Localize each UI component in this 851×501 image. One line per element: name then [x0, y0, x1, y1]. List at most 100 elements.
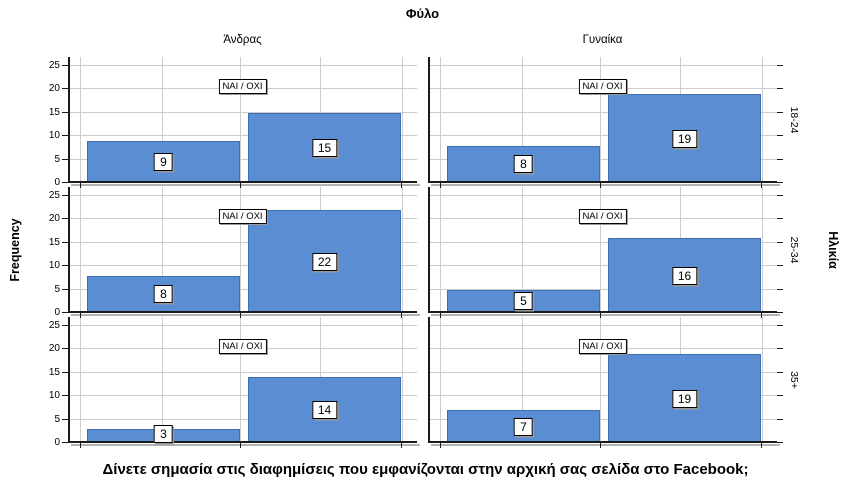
y-tick-mark [62, 195, 68, 196]
y-axis-tick-label: 0 [54, 437, 60, 448]
gridline [428, 288, 777, 290]
gridline [161, 57, 163, 183]
legend-box: ΝΑΙ / ΟΧΙ [578, 79, 627, 94]
legend-box: ΝΑΙ / ΟΧΙ [218, 339, 267, 354]
x-tick-mark [240, 313, 242, 318]
y-tick-mark [62, 348, 68, 350]
gridline [68, 418, 417, 420]
x-tick-mark [401, 313, 403, 318]
gridline [68, 65, 417, 66]
y-tick-mark [62, 265, 68, 267]
gridline [428, 265, 777, 267]
gridline [761, 317, 763, 443]
y-axis-line [428, 57, 430, 183]
y-tick-mark [62, 218, 68, 220]
y-axis-tick-label: 15 [48, 366, 60, 378]
y-axis-tick-label: 20 [48, 343, 60, 355]
gridline [521, 187, 523, 313]
y-axis-tick-label: 20 [48, 83, 60, 95]
y-tick-mark [62, 182, 68, 183]
y-tick-mark [777, 418, 783, 420]
y-tick-mark [777, 442, 783, 443]
y-axis-line [428, 187, 430, 313]
gridline [68, 135, 417, 137]
x-tick-mark [440, 183, 442, 188]
x-tick-mark [761, 183, 763, 188]
y-tick-mark [777, 135, 783, 137]
gridline [401, 57, 403, 183]
x-tick-mark [761, 443, 763, 448]
gridline [428, 195, 777, 196]
x-tick-mark [440, 313, 442, 318]
legend-box: ΝΑΙ / ΟΧΙ [578, 209, 627, 224]
gridline [428, 241, 777, 243]
y-tick-mark [777, 182, 783, 183]
y-tick-mark [62, 241, 68, 243]
bar-value-label: 22 [311, 252, 338, 271]
bar-value-label: 8 [514, 155, 533, 174]
y-axis-tick-label: 25 [48, 320, 60, 331]
y-axis-tick-label: 10 [48, 130, 60, 142]
gridline [80, 57, 82, 183]
gridline [428, 65, 777, 66]
gridline [428, 111, 777, 113]
y-tick-mark [777, 195, 783, 196]
gridline [80, 187, 82, 313]
gridline [68, 265, 417, 267]
y-tick-mark [62, 158, 68, 160]
facet-column-header-female: Γυναίκα [582, 34, 623, 46]
y-axis-tick-label: 15 [48, 106, 60, 118]
gridline [68, 395, 417, 397]
y-tick-mark [62, 442, 68, 443]
x-axis-line [68, 441, 417, 443]
y-tick-mark [62, 371, 68, 373]
gridline [428, 158, 777, 160]
gridline [599, 317, 601, 443]
gridline [440, 57, 442, 183]
gridline [428, 135, 777, 137]
x-axis-shadow [431, 184, 780, 186]
y-axis-tick-label: 5 [54, 413, 60, 425]
gridline [68, 288, 417, 290]
y-axis-tick-label: 5 [54, 153, 60, 165]
gridline [599, 57, 601, 183]
gridline [161, 187, 163, 313]
y-axis-tick-label: 25 [48, 190, 60, 201]
bar-value-label: 19 [671, 129, 698, 148]
gridline [68, 371, 417, 373]
gridline [599, 187, 601, 313]
x-axis-line [68, 311, 417, 313]
bar-value-label: 5 [514, 292, 533, 311]
x-tick-mark [401, 443, 403, 448]
facet-row-label-35plus: 35+ [788, 371, 800, 389]
y-tick-mark [777, 288, 783, 290]
x-tick-mark [761, 313, 763, 318]
gridline [428, 418, 777, 420]
y-tick-mark [777, 65, 783, 66]
y-tick-mark [777, 312, 783, 313]
y-axis-line [68, 317, 70, 443]
x-tick-mark [600, 313, 602, 318]
x-tick-mark [80, 443, 82, 448]
y-axis-tick-label: 25 [48, 60, 60, 71]
bar-category-1 [86, 275, 241, 313]
x-axis-shadow [431, 444, 780, 446]
gridline [68, 158, 417, 160]
bar-value-label: 14 [311, 401, 338, 420]
bar-value-label: 9 [154, 152, 173, 171]
panel-male-35plus: 3 14 ΝΑΙ / ΟΧΙ 0 5 10 15 20 25 [49, 317, 420, 448]
y-tick-mark [777, 348, 783, 350]
bar-value-label: 19 [671, 389, 698, 408]
x-axis-shadow [71, 444, 420, 446]
panel-female-18-24: 8 19 ΝΑΙ / ΟΧΙ [428, 57, 783, 188]
y-tick-mark [777, 111, 783, 113]
x-axis-line [68, 181, 417, 183]
gridline [428, 395, 777, 397]
x-tick-mark [80, 313, 82, 318]
y-tick-mark [777, 218, 783, 220]
gridline [80, 317, 82, 443]
panel-female-35plus: 7 19 ΝΑΙ / ΟΧΙ [428, 317, 783, 448]
gridline [521, 317, 523, 443]
legend-box: ΝΑΙ / ΟΧΙ [218, 79, 267, 94]
x-tick-mark [240, 183, 242, 188]
